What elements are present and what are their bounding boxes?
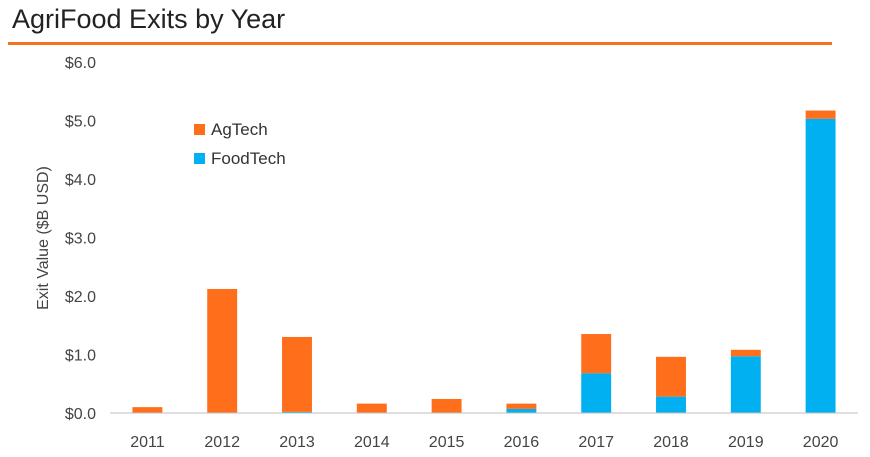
y-tick-label: $1.0 (65, 348, 96, 365)
title-underline (8, 42, 832, 45)
x-tick-label: 2012 (204, 434, 240, 451)
y-axis-label: Exit Value ($B USD) (35, 166, 52, 310)
x-tick-label: 2015 (429, 434, 465, 451)
bar-foodtech-2018 (656, 396, 686, 413)
bar-foodtech-2020 (805, 118, 836, 414)
bar-agtech-2016 (506, 403, 537, 409)
legend-swatch-foodtech (194, 153, 205, 164)
bar-foodtech-2017 (581, 373, 612, 413)
bar-agtech-2019 (730, 349, 761, 357)
y-tick-label: $0.0 (65, 406, 96, 423)
x-tick-label: 2018 (653, 434, 689, 451)
bar-agtech-2011 (132, 407, 163, 413)
bar-foodtech-2019 (730, 356, 761, 413)
legend: AgTech FoodTech (194, 120, 286, 168)
x-tick-label: 2013 (279, 434, 315, 451)
bar-agtech-2015 (431, 398, 462, 413)
bar-agtech-2014 (356, 403, 387, 413)
bar-agtech-2012 (207, 288, 238, 413)
x-tick-label: 2016 (504, 434, 540, 451)
x-tick-label: 2017 (578, 434, 614, 451)
y-tick-label: $3.0 (65, 231, 96, 248)
bars (132, 110, 836, 414)
bar-foodtech-2016 (506, 408, 537, 413)
x-tick-label: 2019 (728, 434, 764, 451)
x-tick-label: 2011 (130, 434, 165, 451)
legend-label-agtech: AgTech (211, 120, 268, 139)
legend-swatch-agtech (194, 124, 205, 135)
bar-agtech-2020 (805, 110, 836, 119)
bar-foodtech-2013 (282, 411, 312, 413)
y-axis: $0.0 $1.0 $2.0 $3.0 $4.0 $5.0 $6.0 (65, 55, 96, 423)
bar-agtech-2013 (282, 336, 312, 412)
x-axis: 2011 2012 2013 2014 2015 2016 2017 2018 2019 2020 (110, 412, 858, 451)
x-tick-label: 2020 (803, 434, 839, 451)
y-tick-label: $5.0 (65, 114, 96, 131)
x-tick-label: 2014 (354, 434, 390, 451)
chart-title: AgriFood Exits by Year (12, 4, 286, 34)
y-tick-label: $2.0 (65, 289, 96, 306)
bar-agtech-2017 (581, 334, 612, 374)
bar-agtech-2018 (656, 356, 686, 397)
y-tick-label: $6.0 (65, 55, 96, 72)
legend-label-foodtech: FoodTech (211, 149, 286, 168)
y-tick-label: $4.0 (65, 172, 96, 189)
